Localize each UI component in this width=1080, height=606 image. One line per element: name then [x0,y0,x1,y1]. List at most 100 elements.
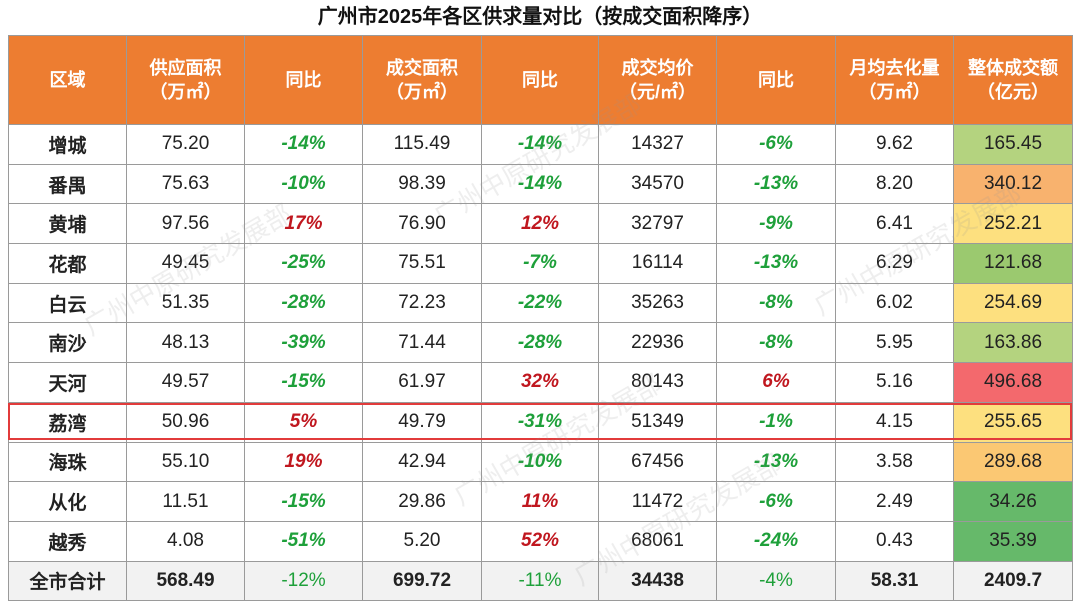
deal-yoy-cell: 12% [481,203,599,245]
column-header-unit: （万㎡） [149,82,222,102]
total-amount-cell: 2409.7 [953,560,1073,602]
district-cell: 白云 [8,282,127,324]
table-row: 黄埔 97.56 17% 76.90 12% 32797 -9% 6.41 252.21 [8,203,1073,245]
district-cell: 荔湾 [8,401,127,443]
supply-area-cell: 75.20 [126,124,245,165]
monthly-absorption-cell: 6.41 [835,203,954,245]
district-cell: 全市合计 [8,560,127,602]
price-yoy-cell: -13% [716,243,836,284]
total-amount-cell: 35.39 [953,520,1073,562]
table-row: 白云 51.35 -28% 72.23 -22% 35263 -8% 6.02 254.69 [8,282,1073,324]
monthly-absorption-cell: 3.58 [835,441,954,483]
avg-price-cell: 68061 [598,520,717,562]
total-amount-cell: 255.65 [953,401,1073,443]
price-yoy-cell: -6% [716,481,836,522]
supply-area-cell: 55.10 [126,441,245,483]
deal-area-cell: 75.51 [362,243,482,284]
supply-yoy-cell: 19% [244,441,363,483]
price-yoy-cell: -8% [716,282,836,324]
supply-area-cell: 11.51 [126,481,245,522]
column-header: 区域 [8,35,127,125]
supply-yoy-cell: -12% [244,560,363,602]
supply-yoy-cell: 5% [244,401,363,443]
price-yoy-cell: -13% [716,441,836,483]
deal-area-cell: 71.44 [362,322,482,364]
column-header-label: 同比 [522,70,558,90]
header-row: 区域 供应面积 （万㎡） 同比 成交面积 （万㎡） 同比 成交均价 （元/㎡） 同比 月均去化量 （万… [8,35,1073,125]
price-yoy-cell: -4% [716,560,836,602]
column-header: 同比 [716,35,836,125]
column-header-unit: （亿元） [977,82,1049,102]
total-amount-cell: 289.68 [953,441,1073,483]
deal-yoy-cell: 11% [481,481,599,522]
deal-yoy-cell: -14% [481,124,599,165]
supply-area-cell: 50.96 [126,401,245,443]
column-header-unit: （万㎡） [386,82,458,102]
deal-area-cell: 5.20 [362,520,482,562]
column-header-label: 区域 [49,70,86,90]
column-header-label: 成交均价 [621,58,694,78]
deal-area-cell: 49.79 [362,401,482,443]
supply-area-cell: 568.49 [126,560,245,602]
column-header-label: 同比 [285,70,322,90]
column-header: 同比 [244,35,363,125]
deal-yoy-cell: -28% [481,322,599,364]
supply-yoy-cell: -15% [244,481,363,522]
monthly-absorption-cell: 0.43 [835,520,954,562]
total-row: 全市合计 568.49 -12% 699.72 -11% 34438 -4% 58.31 240… [8,560,1073,602]
district-cell: 海珠 [8,441,127,483]
avg-price-cell: 35263 [598,282,717,324]
supply-area-cell: 97.56 [126,203,245,245]
column-header-label: 成交面积 [386,58,458,78]
supply-area-cell: 51.35 [126,282,245,324]
avg-price-cell: 32797 [598,203,717,245]
price-yoy-cell: -1% [716,401,836,443]
monthly-absorption-cell: 2.49 [835,481,954,522]
deal-yoy-cell: -22% [481,282,599,324]
supply-area-cell: 75.63 [126,163,245,205]
supply-yoy-cell: 17% [244,203,363,245]
column-header-label: 月均去化量 [849,58,940,78]
column-header-unit: （万㎡） [858,82,931,102]
avg-price-cell: 14327 [598,124,717,165]
table-row: 增城 75.20 -14% 115.49 -14% 14327 -6% 9.62 165.45 [8,124,1073,165]
district-cell: 从化 [8,481,127,522]
table-row: 花都 49.45 -25% 75.51 -7% 16114 -13% 6.29 121.68 [8,243,1073,284]
deal-area-cell: 42.94 [362,441,482,483]
price-yoy-cell: 6% [716,362,836,403]
deal-yoy-cell: -31% [481,401,599,443]
district-cell: 越秀 [8,520,127,562]
deal-area-cell: 61.97 [362,362,482,403]
price-yoy-cell: -9% [716,203,836,245]
deal-yoy-cell: -14% [481,163,599,205]
monthly-absorption-cell: 8.20 [835,163,954,205]
table-row: 海珠 55.10 19% 42.94 -10% 67456 -13% 3.58 289.68 [8,441,1073,483]
district-cell: 增城 [8,124,127,165]
deal-yoy-cell: -7% [481,243,599,284]
total-amount-cell: 340.12 [953,163,1073,205]
column-header-unit: （元/㎡） [618,82,696,102]
column-header-label: 整体成交额 [968,58,1058,78]
monthly-absorption-cell: 6.29 [835,243,954,284]
column-header: 成交均价 （元/㎡） [598,35,717,125]
supply-yoy-cell: -51% [244,520,363,562]
monthly-absorption-cell: 6.02 [835,282,954,324]
total-amount-cell: 496.68 [953,362,1073,403]
deal-area-cell: 115.49 [362,124,482,165]
deal-yoy-cell: 32% [481,362,599,403]
total-amount-cell: 252.21 [953,203,1073,245]
table-row: 南沙 48.13 -39% 71.44 -28% 22936 -8% 5.95 163.86 [8,322,1073,364]
supply-demand-table: 区域 供应面积 （万㎡） 同比 成交面积 （万㎡） 同比 成交均价 （元/㎡） 同比 月均去化量 （万… [8,35,1073,602]
column-header: 同比 [481,35,599,125]
deal-area-cell: 76.90 [362,203,482,245]
district-cell: 南沙 [8,322,127,364]
district-cell: 天河 [8,362,127,403]
total-amount-cell: 121.68 [953,243,1073,284]
district-cell: 番禺 [8,163,127,205]
supply-area-cell: 49.57 [126,362,245,403]
district-cell: 花都 [8,243,127,284]
supply-yoy-cell: -39% [244,322,363,364]
avg-price-cell: 34438 [598,560,717,602]
supply-yoy-cell: -25% [244,243,363,284]
total-amount-cell: 254.69 [953,282,1073,324]
